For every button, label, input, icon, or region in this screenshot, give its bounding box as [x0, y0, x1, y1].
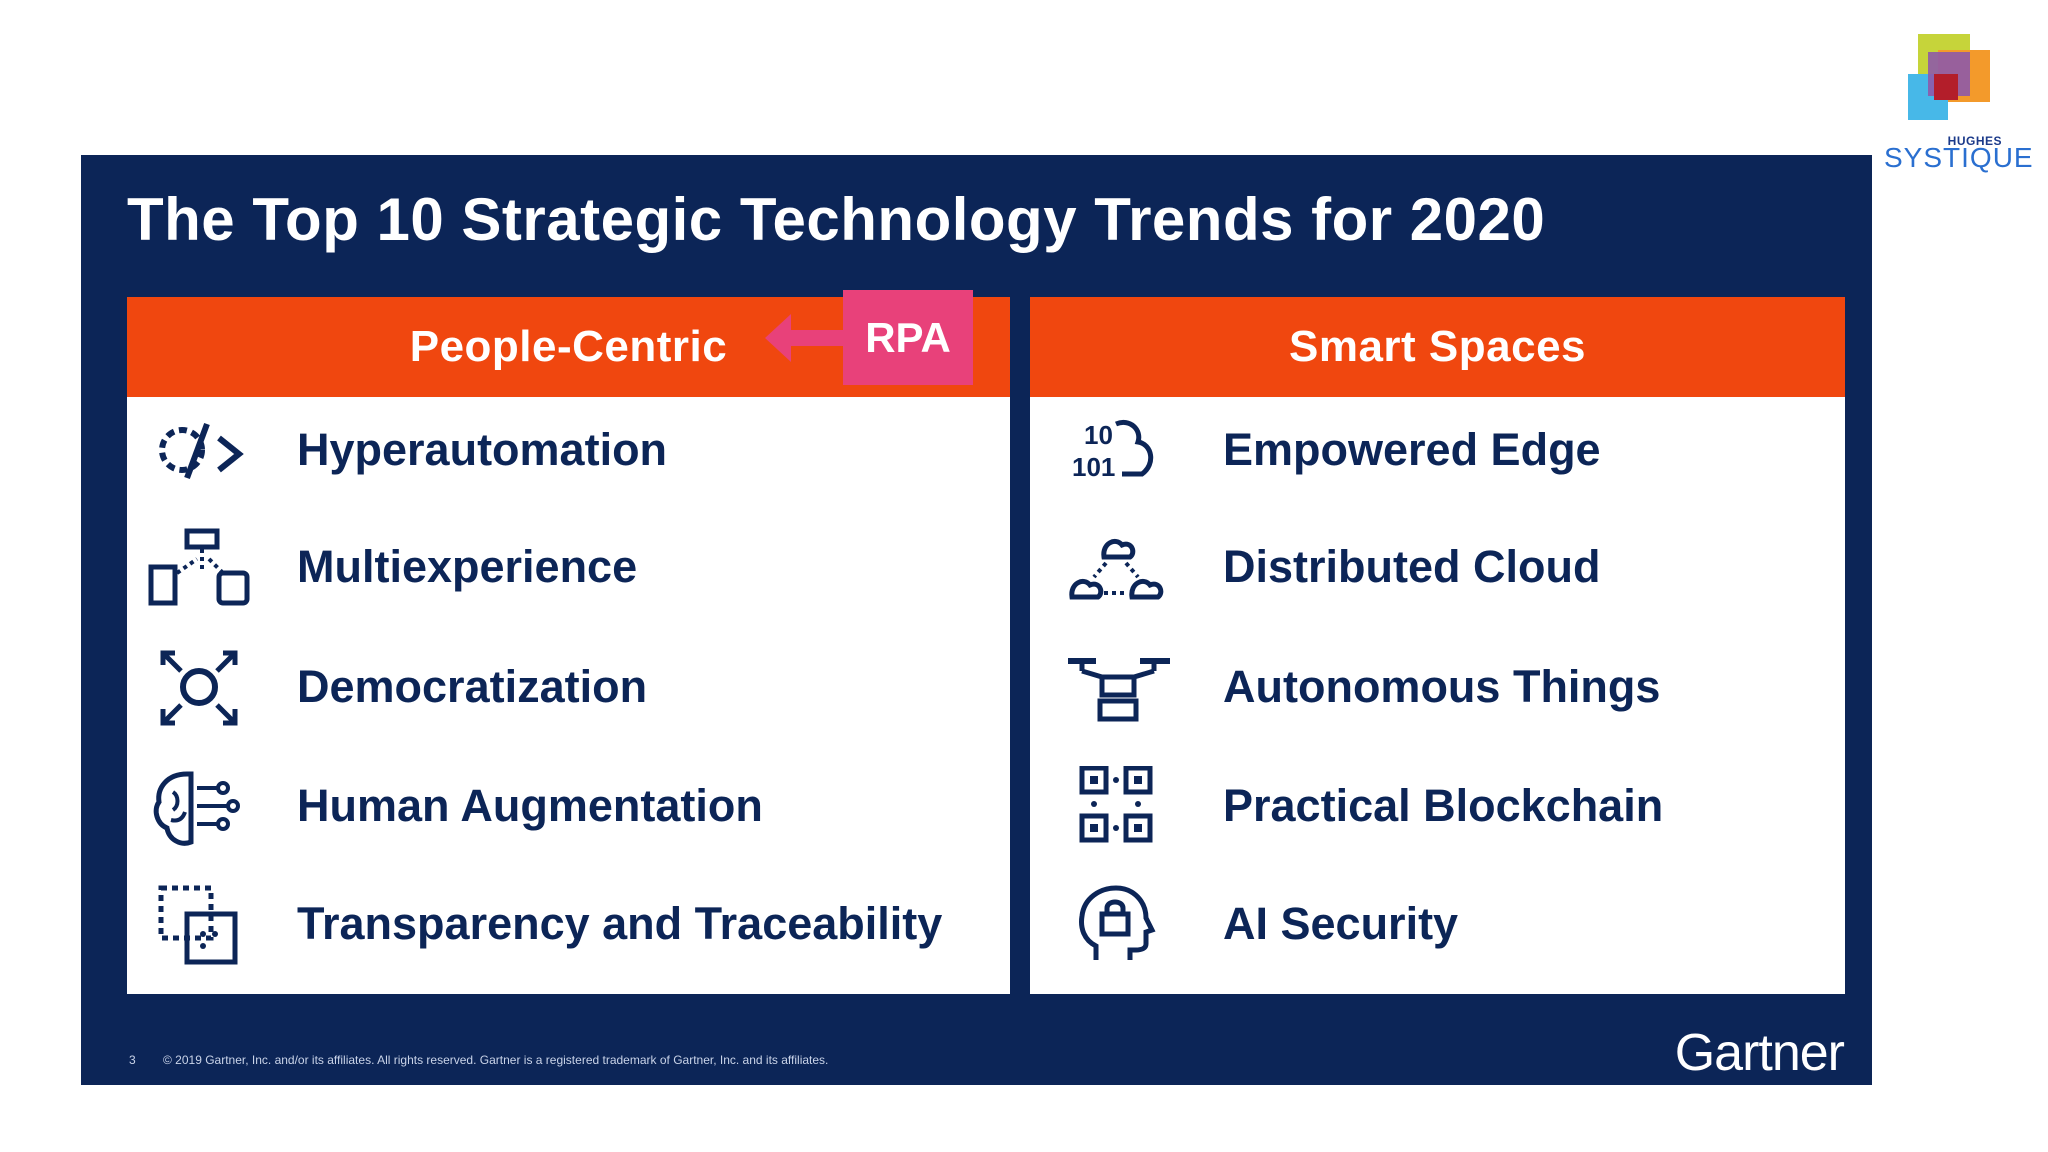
rpa-label: RPA: [843, 290, 973, 385]
smart-spaces-header: Smart Spaces: [1030, 297, 1845, 397]
trend-label: Practical Blockchain: [1223, 780, 1664, 831]
logo-brand-top: HUGHES: [1947, 134, 2002, 148]
brain-circuit-icon: [153, 771, 240, 846]
trend-item-hyperautomation: Hyperautomation: [127, 402, 1010, 502]
trend-label: Democratization: [297, 661, 648, 712]
hughes-systique-logo: HUGHES SYSTIQUE: [1880, 30, 2033, 173]
trend-item-autonomous-things: Autonomous Things: [1030, 639, 1845, 739]
trend-item-multiexperience: Multiexperience: [127, 519, 1010, 619]
head-lock-icon: [1079, 885, 1156, 960]
svg-text:101: 101: [1072, 452, 1115, 482]
gartner-logo: Gartner: [1674, 1024, 1845, 1082]
trend-item-democratization: Democratization: [127, 639, 1010, 739]
trend-item-distributed-cloud: Distributed Cloud: [1030, 519, 1845, 619]
trend-item-ai-security: AI Security: [1030, 876, 1845, 976]
people-centric-header-label: People-Centric: [409, 322, 728, 371]
svg-text:10: 10: [1084, 420, 1113, 450]
slide-panel: The Top 10 Strategic Technology Trends f…: [81, 155, 1872, 1085]
people-centric-panel: People-Centric Hyperautomation Multiexpe…: [127, 297, 1010, 994]
rpa-callout: RPA: [765, 290, 973, 385]
trend-label: Human Augmentation: [297, 780, 763, 831]
trend-label: Distributed Cloud: [1223, 541, 1601, 592]
binary-cloud-icon: 10 101: [1072, 420, 1154, 482]
trend-item-human-augmentation: Human Augmentation: [127, 758, 1010, 858]
trend-label: Transparency and Traceability: [297, 898, 943, 949]
trace-box-icon: [158, 885, 238, 965]
smart-spaces-panel: Smart Spaces 10 101 Empowered Edge Distr…: [1030, 297, 1845, 994]
trend-label: Autonomous Things: [1223, 661, 1661, 712]
devices-icon: [148, 528, 250, 606]
smart-spaces-header-label: Smart Spaces: [1288, 322, 1587, 371]
trend-label: AI Security: [1223, 898, 1459, 949]
arrow-left-icon: [765, 314, 847, 362]
expand-circle-icon: [160, 650, 238, 726]
clouds-network-icon: [1069, 539, 1164, 600]
slide-title: The Top 10 Strategic Technology Trends f…: [127, 186, 1546, 253]
logo-square-red: [1934, 74, 1958, 100]
trend-label: Empowered Edge: [1223, 424, 1601, 475]
gear-code-icon: [159, 422, 244, 480]
copyright-text: © 2019 Gartner, Inc. and/or its affiliat…: [163, 1053, 829, 1067]
trend-item-empowered-edge: 10 101 Empowered Edge: [1030, 402, 1845, 502]
logo-brand-main: SYSTIQUE: [1884, 142, 2034, 173]
blocks-icon: [1079, 766, 1153, 843]
trend-label: Multiexperience: [297, 541, 638, 592]
trend-item-transparency: Transparency and Traceability: [127, 876, 1010, 976]
drone-icon: [1068, 658, 1170, 722]
trend-label: Hyperautomation: [297, 424, 668, 475]
trend-item-practical-blockchain: Practical Blockchain: [1030, 758, 1845, 858]
page-number: 3: [129, 1053, 136, 1067]
